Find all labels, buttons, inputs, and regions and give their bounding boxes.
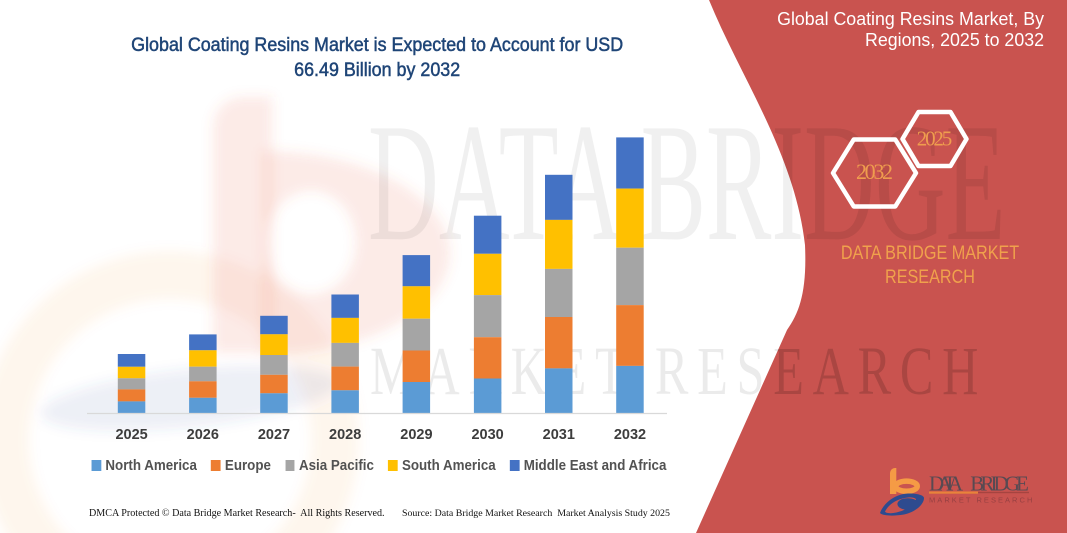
svg-text:MARKET RESEARCH: MARKET RESEARCH bbox=[929, 496, 1035, 505]
svg-text:2025: 2025 bbox=[917, 126, 953, 150]
svg-text:BRIDGE: BRIDGE bbox=[970, 472, 1029, 496]
svg-text:2032: 2032 bbox=[856, 159, 893, 184]
